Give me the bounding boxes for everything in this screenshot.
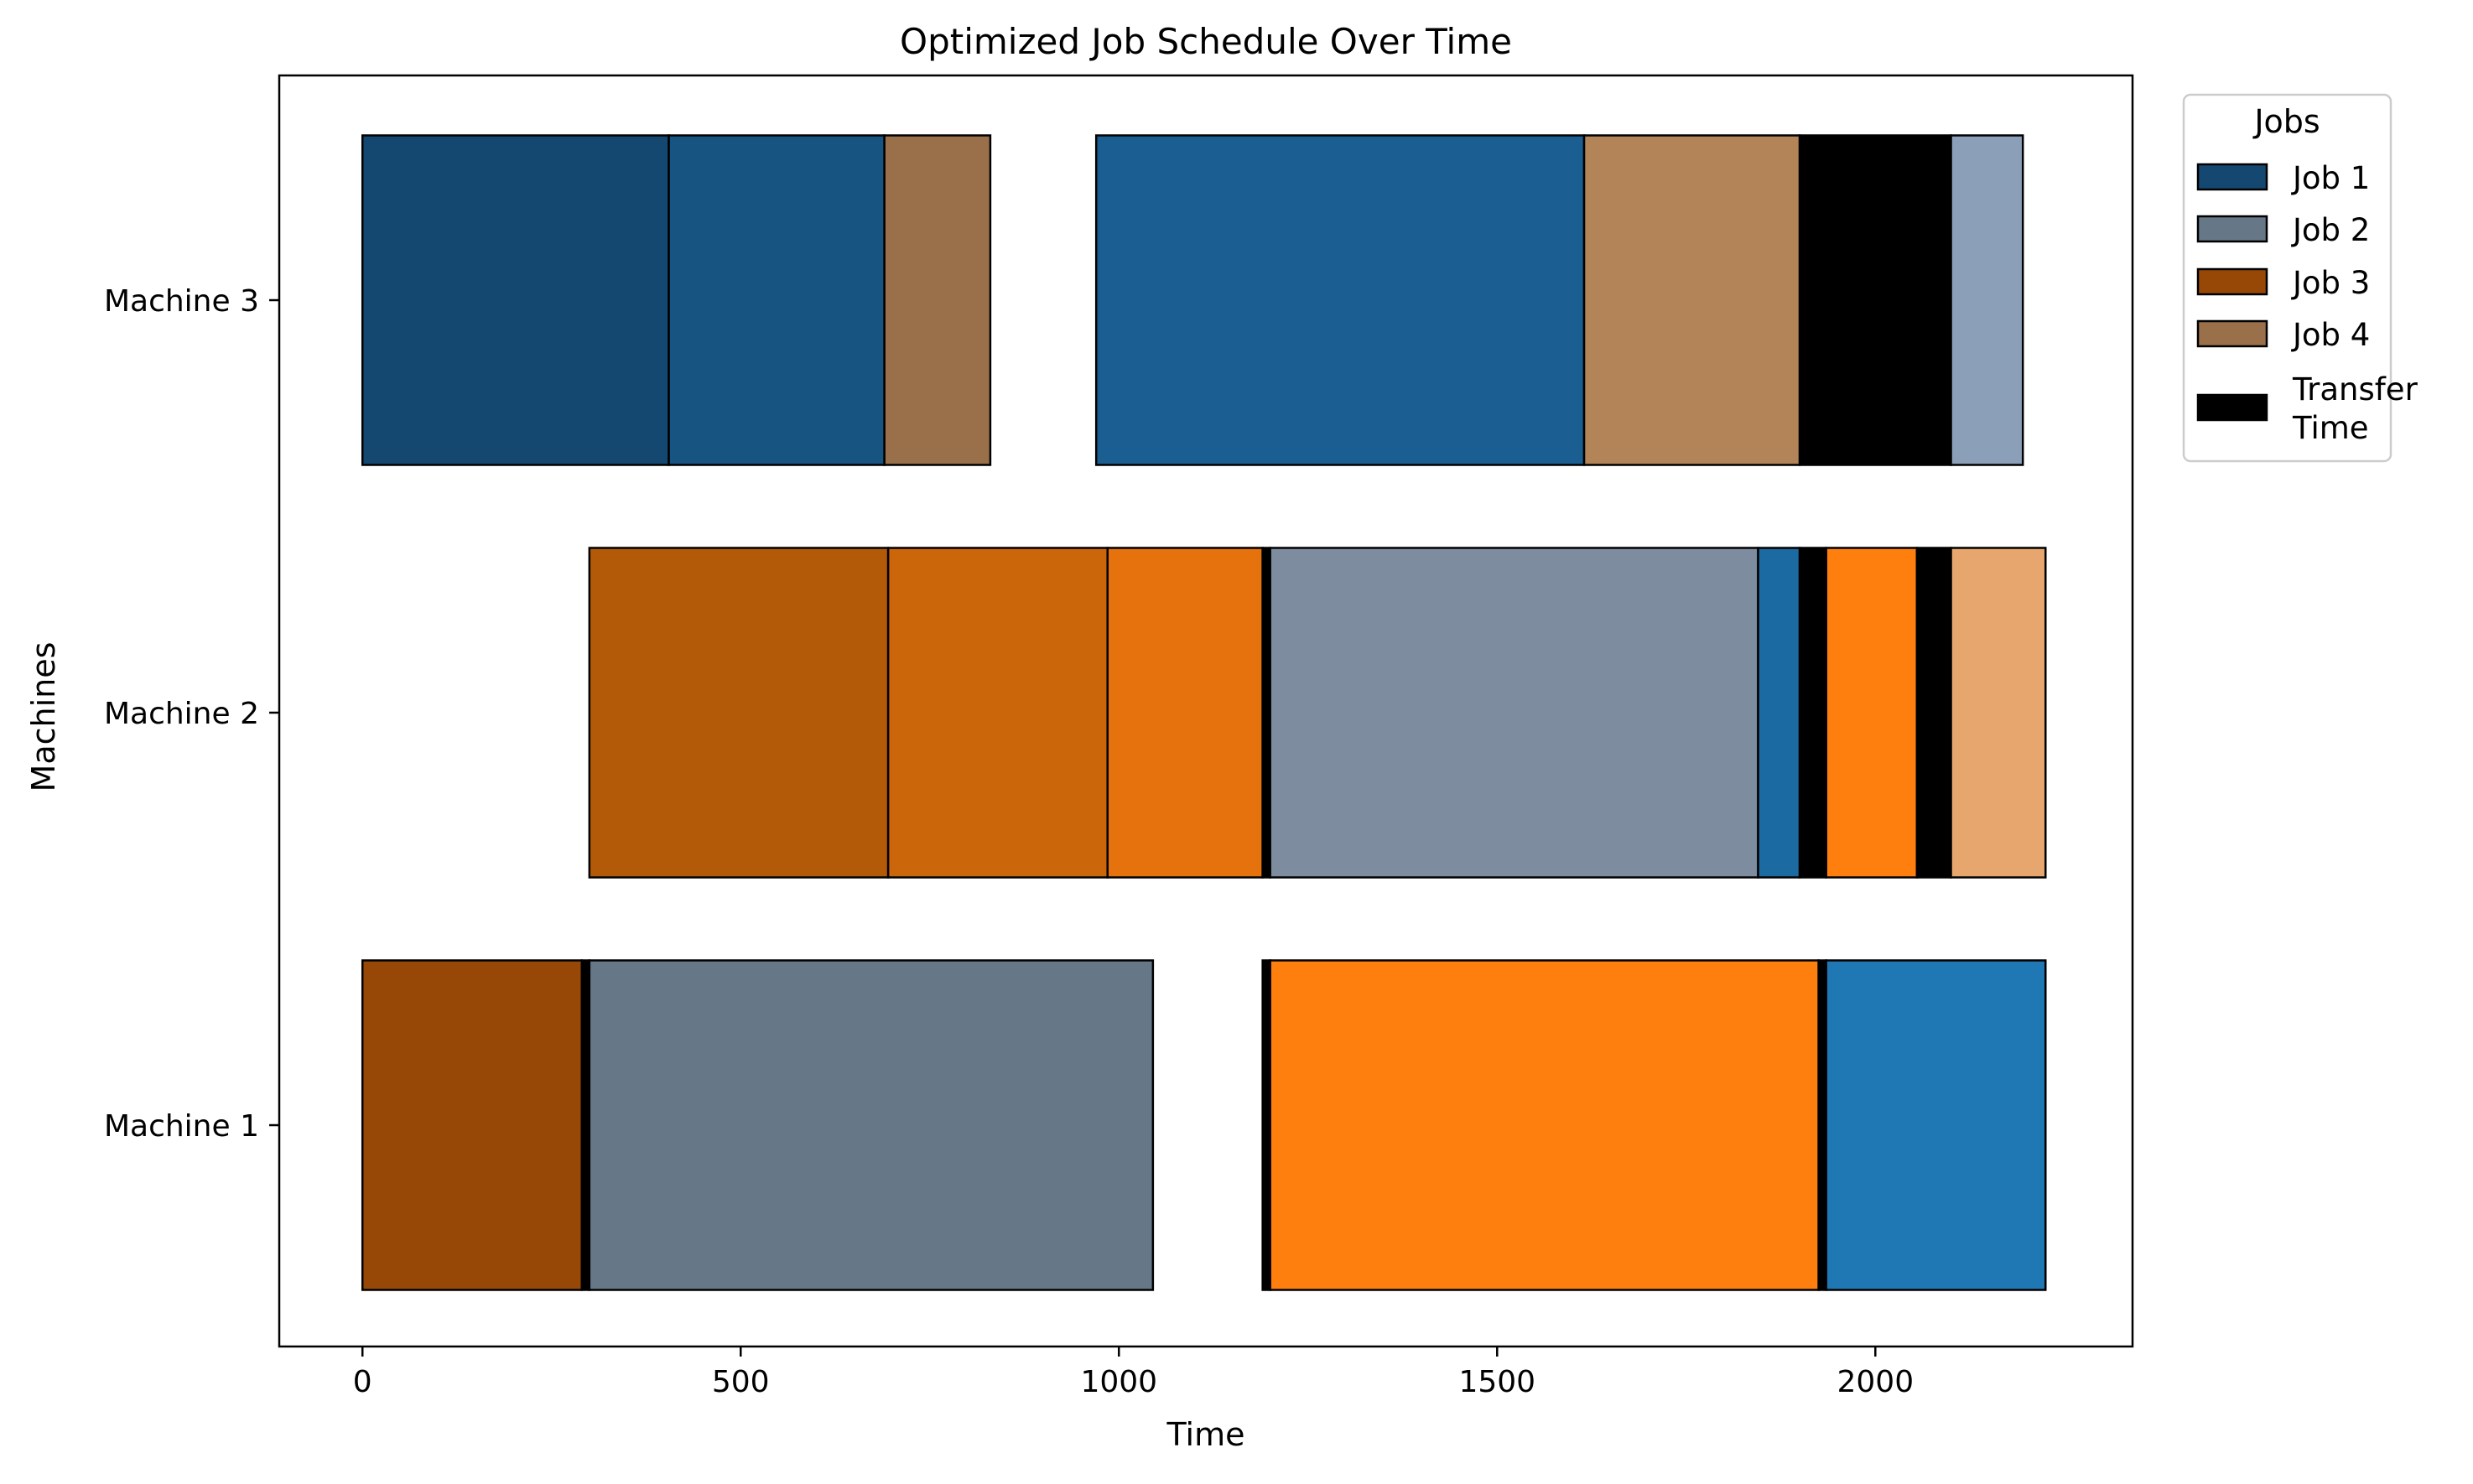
y-axis-label: Machines [25,642,62,792]
x-tick-label: 0 [353,1365,372,1399]
bar-machine-3-22 [1798,134,1952,466]
x-tick-label: 1000 [1080,1365,1157,1399]
plot-frame [278,74,2134,1348]
bar-machine-3-18 [668,134,886,466]
bar-machine-2-8 [886,547,1109,879]
bar-machine-1-4 [1269,959,1820,1291]
bar-machine-1-2 [588,959,1155,1291]
bar-machine-3-19 [883,134,992,466]
y-tick-label: Machine 2 [104,697,259,731]
y-axis: Machine 1 Machine 2 Machine 3 [104,284,279,1144]
chart-title: Optimized Job Schedule Over Time [900,21,1512,62]
legend-swatch [2196,267,2268,296]
bar-machine-3-21 [1582,134,1801,466]
y-tick-label: Machine 3 [104,284,259,319]
x-tick-label: 500 [712,1365,770,1399]
bar-machine-3-17 [361,134,670,466]
bar-machine-2-16 [1950,547,2047,879]
bar-machine-2-12 [1757,547,1801,879]
legend-label: Job 1 [2291,160,2370,196]
bar-machine-2-7 [588,547,890,879]
bar-machine-2-9 [1106,547,1264,879]
legend-label: Transfer Time [2292,371,2418,446]
bar-machine-2-11 [1269,547,1759,879]
legend-swatch [2196,215,2268,243]
bar-machine-2-15 [1915,547,1952,879]
legend-label: Job 2 [2291,212,2370,248]
bar-machine-3-23 [1950,134,2024,466]
bar-machine-1-6 [1825,959,2047,1291]
bar-machine-1-5 [1817,959,1827,1291]
bar-machine-3-20 [1094,134,1586,466]
y-tick-label: Machine 1 [104,1109,259,1144]
bar-machine-2-10 [1261,547,1271,879]
x-axis: 0 500 1000 1500 2000 [353,1346,1914,1399]
legend-label: Job 3 [2291,265,2370,301]
bar-machine-1-0 [361,959,584,1291]
x-tick-label: 2000 [1837,1365,1914,1399]
x-axis-label: Time [1166,1416,1245,1453]
x-tick-label: 1500 [1458,1365,1535,1399]
legend-swatch [2196,163,2268,191]
legend: Jobs Job 1 Job 2 Job 3 Job 4 Transfer Time [2182,93,2418,463]
legend-swatch [2196,393,2268,422]
bar-machine-2-14 [1825,547,1919,879]
bar-machine-1-3 [1261,959,1271,1291]
legend-title: Jobs [2252,103,2320,140]
legend-label: Job 4 [2291,317,2370,353]
bar-machine-1-1 [580,959,591,1291]
bars-layer [361,134,2047,1291]
bar-machine-2-13 [1798,547,1827,879]
legend-swatch [2196,319,2268,348]
